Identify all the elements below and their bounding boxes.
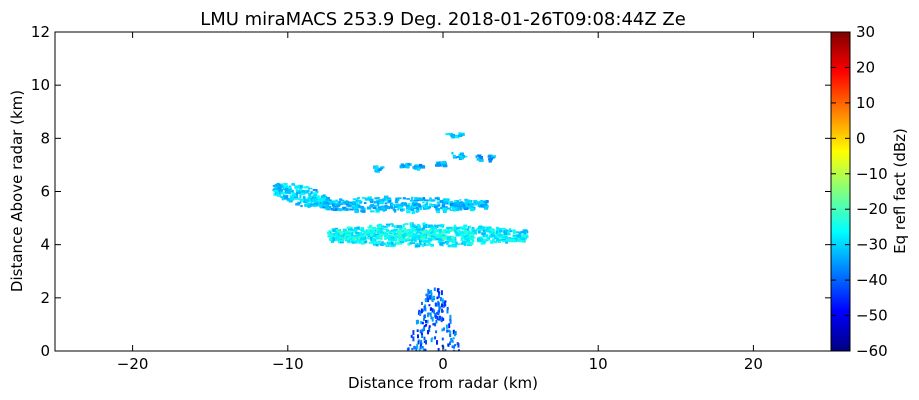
echo-region-streak	[272, 182, 331, 208]
x-axis-label: Distance from radar (km)	[348, 374, 538, 392]
colorbar-tick-label: 20	[856, 58, 875, 76]
colorbar-tick-label: −10	[856, 165, 888, 183]
colorbar-tick-label: −60	[856, 342, 888, 360]
x-tick-label: −20	[117, 355, 149, 373]
x-tick-label: −10	[272, 355, 304, 373]
colorbar	[830, 31, 851, 352]
colorbar-tick-label: −30	[856, 236, 888, 254]
colorbar-ticks: −60 −50 −40 −30 −20 −10 0 10 20 30	[831, 23, 888, 360]
y-tick-label: 6	[40, 183, 50, 201]
colorbar-tick-label: 30	[856, 23, 875, 41]
y-tick-label: 12	[31, 23, 50, 41]
y-tick-label: 2	[40, 289, 50, 307]
colorbar-tick-label: 10	[856, 94, 875, 112]
x-tick-label: 0	[438, 355, 448, 373]
echo-region-fragment	[435, 161, 448, 168]
colorbar-label: Eq refl fact (dBz)	[891, 128, 909, 254]
echo-region-fragment	[399, 162, 412, 169]
echo-region-streak	[319, 195, 489, 214]
y-tick-label: 10	[31, 76, 50, 94]
echo-region-fragment	[475, 154, 496, 163]
x-tick-label: 20	[744, 355, 763, 373]
echo-region-fragment	[373, 165, 385, 173]
x-axis: −20 −10 0 10 20	[117, 32, 763, 373]
echo-region-fragment	[412, 163, 426, 171]
colorbar-tick-label: −50	[856, 307, 888, 325]
echo-field	[272, 132, 529, 351]
y-tick-label: 4	[40, 236, 50, 254]
chart-title: LMU miraMACS 253.9 Deg. 2018-01-26T09:08…	[200, 9, 686, 30]
echo-region-fragment	[445, 132, 465, 139]
echo-region-fragment	[451, 151, 468, 161]
echo-region-clutter	[406, 287, 460, 351]
colorbar-tick-label: −40	[856, 271, 888, 289]
echo-region-core	[334, 228, 476, 242]
y-axis-label: Distance Above radar (km)	[8, 90, 26, 292]
y-tick-label: 8	[40, 129, 50, 147]
colorbar-tick-label: −20	[856, 200, 888, 218]
colorbar-tick-label: 0	[856, 129, 866, 147]
x-tick-label: 10	[589, 355, 608, 373]
y-axis: 0 2 4 6 8 10 12	[31, 23, 831, 360]
y-tick-label: 0	[40, 342, 50, 360]
